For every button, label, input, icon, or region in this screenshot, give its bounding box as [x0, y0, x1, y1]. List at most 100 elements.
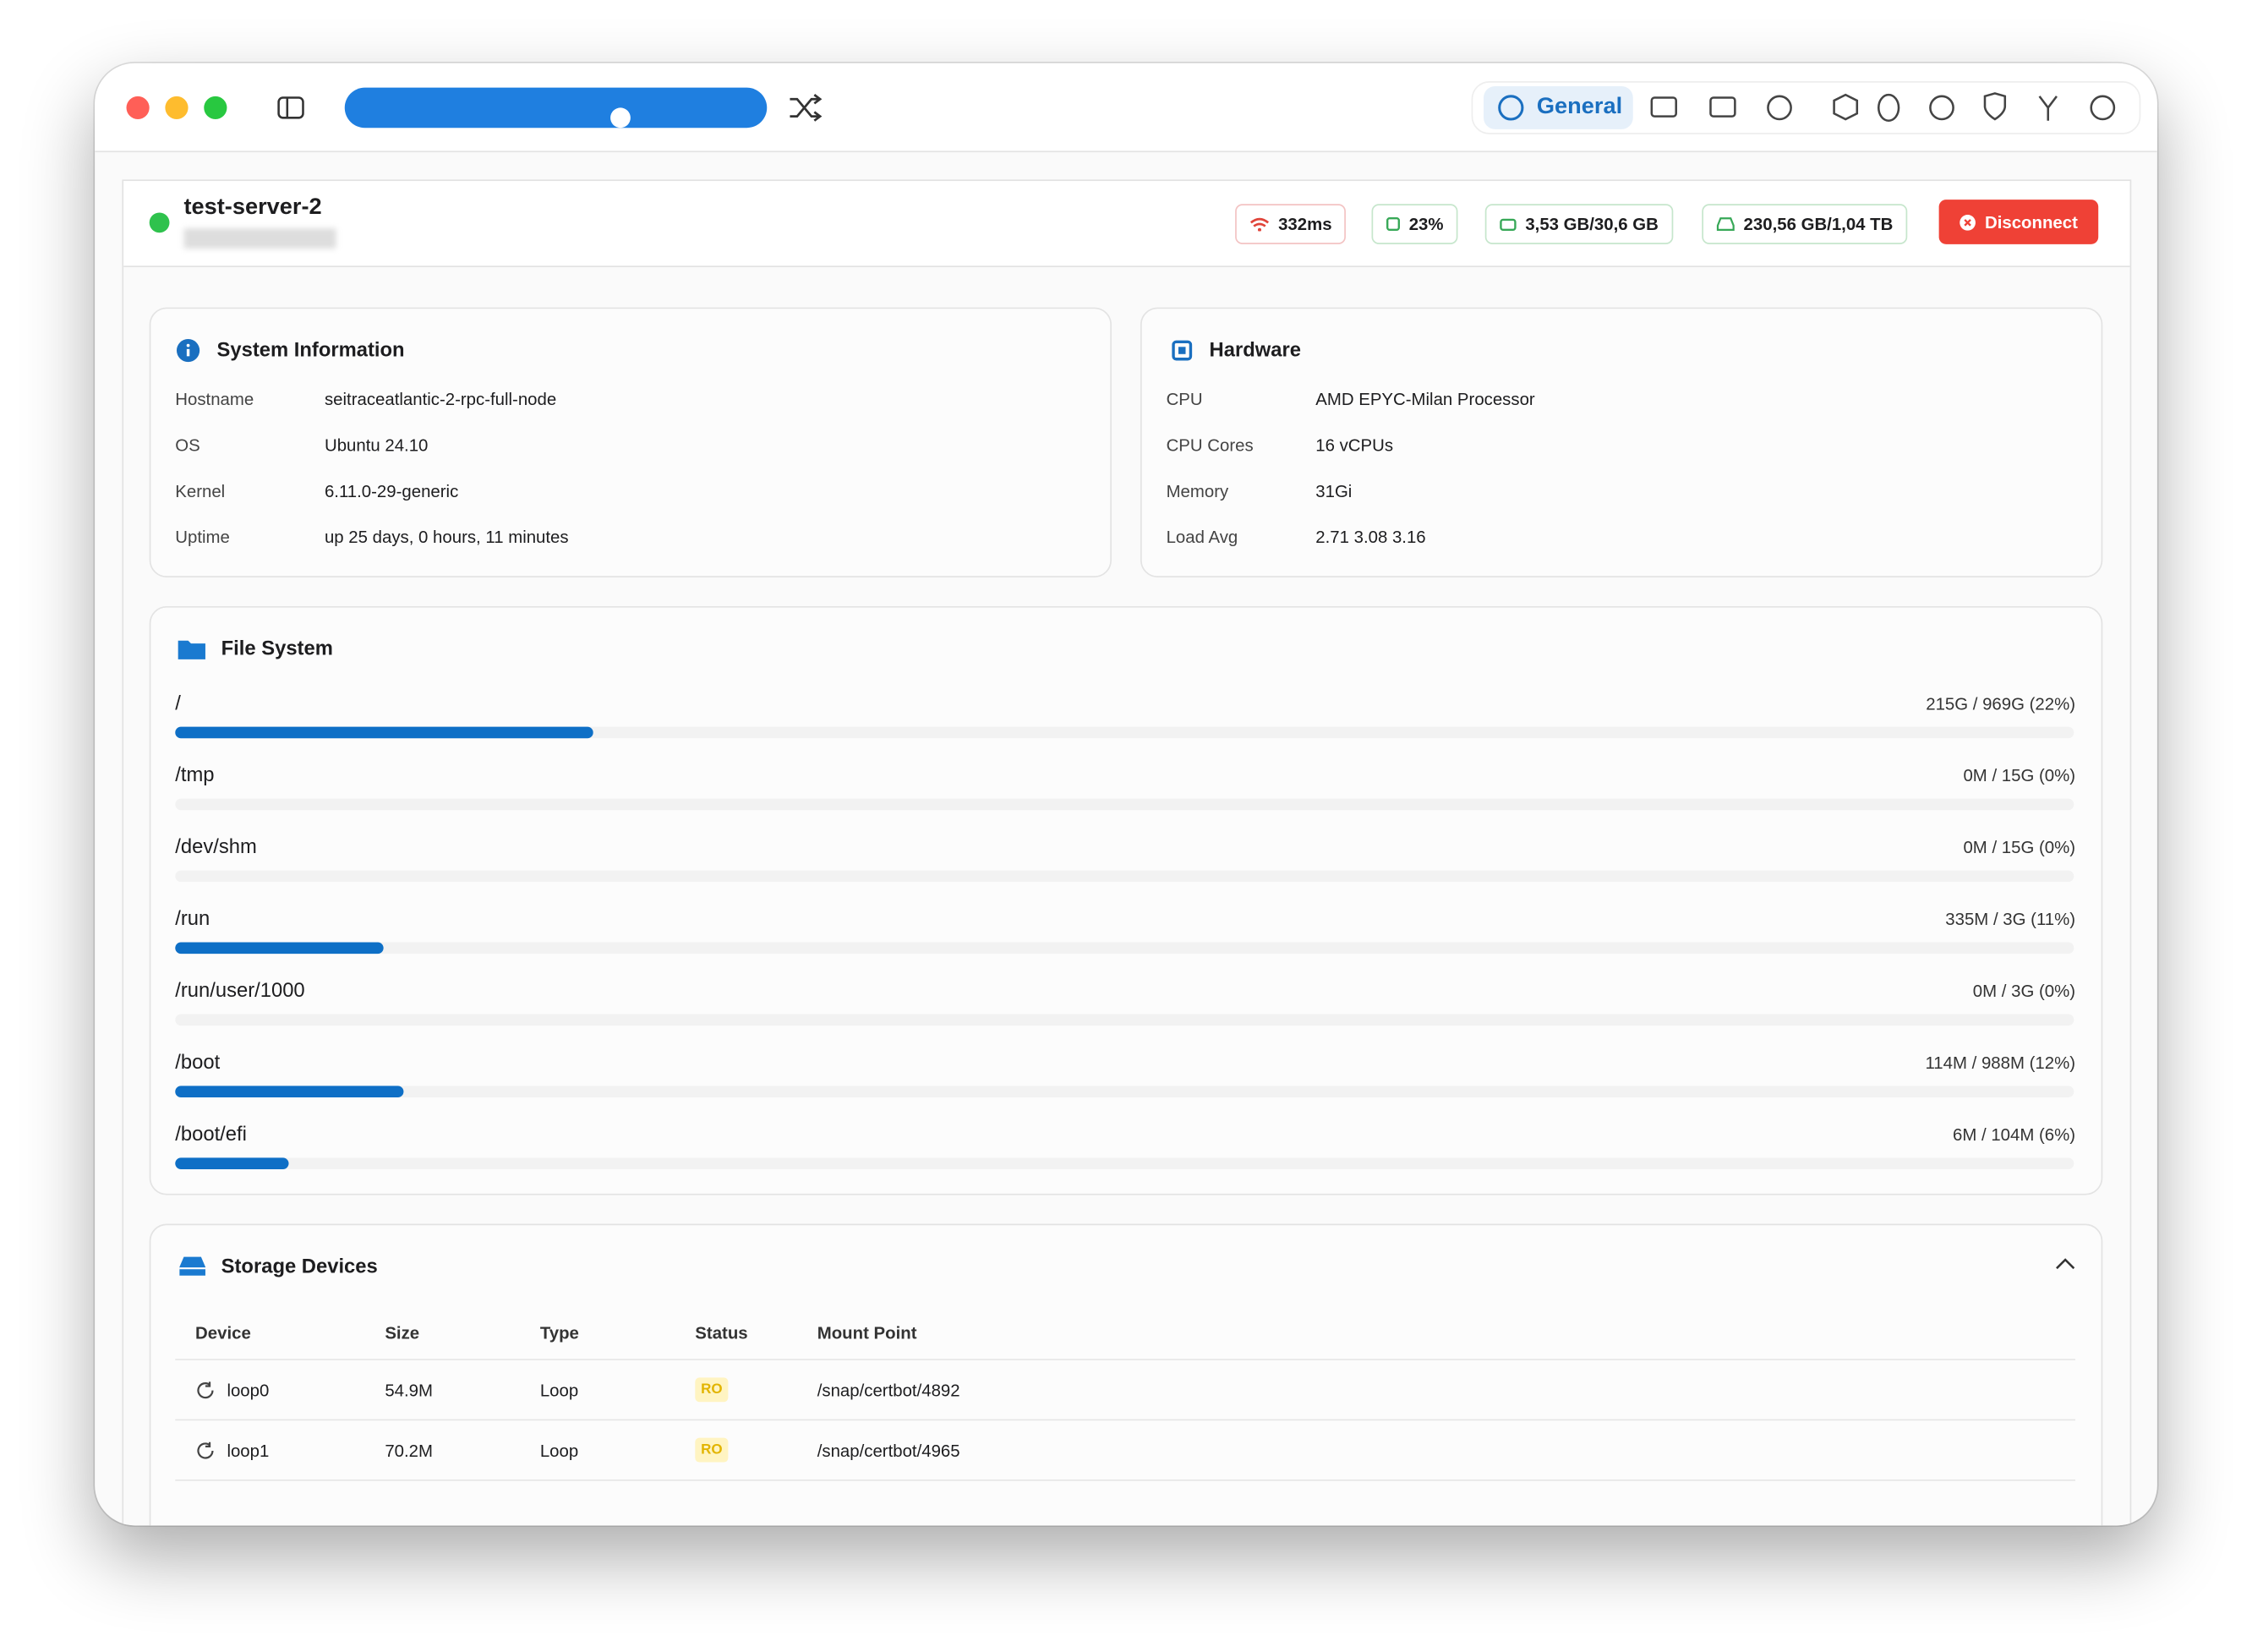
active-tab-bg [1484, 85, 1633, 129]
network-tab[interactable] [1929, 95, 1954, 121]
minimize-button[interactable] [165, 96, 189, 120]
redacted-address [183, 228, 336, 249]
usage-bar [175, 1086, 403, 1098]
disk-value: 230,56 GB/1,04 TB [1743, 214, 1894, 234]
info-value: AMD EPYC-Milan Processor [1315, 389, 1535, 410]
zoom-button[interactable] [204, 96, 227, 120]
terminal-tab[interactable] [1650, 96, 1677, 118]
info-label: Memory [1166, 481, 1229, 501]
sidebar-toggle[interactable] [277, 96, 304, 119]
info-label: Kernel [175, 481, 226, 501]
mount-usage: 0M / 15G (0%) [1963, 765, 2076, 786]
info-value: Ubuntu 24.10 [324, 435, 429, 456]
disconnect-button[interactable]: Disconnect [1938, 200, 2098, 244]
table-cell: loop0 [227, 1380, 270, 1401]
usage-track [175, 1014, 2074, 1026]
logs-tab[interactable] [2090, 95, 2116, 121]
column-header: Size [385, 1322, 420, 1343]
close-button[interactable] [126, 96, 150, 120]
usage-track [175, 1157, 2074, 1169]
file-system-card: File System / 215G / 969G (22%) /tmp 0M / 1… [149, 605, 2103, 1195]
mount-usage: 114M / 988M (12%) [1925, 1053, 2076, 1074]
row-divider [175, 1479, 2076, 1481]
info-value: 6.11.0-29-generic [324, 481, 459, 501]
column-header: Type [539, 1322, 579, 1343]
info-label: CPU Cores [1166, 435, 1254, 456]
status-badge: RO [695, 1377, 729, 1403]
column-header: Status [695, 1322, 748, 1343]
mount-path: /run [175, 906, 210, 930]
wifi-icon [1249, 217, 1270, 232]
disk-stat: 230,56 GB/1,04 TB [1702, 204, 1908, 244]
usage-bar [175, 1157, 290, 1169]
info-value: 2.71 3.08 3.16 [1315, 527, 1426, 548]
mount-path: /boot/efi [175, 1121, 247, 1146]
latency-stat: 332ms [1235, 204, 1347, 244]
security-tab[interactable] [1983, 92, 2007, 121]
usage-bar [175, 942, 385, 955]
mount-usage: 0M / 3G (0%) [1972, 981, 2076, 1002]
table-cell: Loop [539, 1380, 579, 1401]
files-tab[interactable] [1709, 96, 1736, 118]
table-cell: loop1 [227, 1441, 270, 1461]
cpu-icon [1386, 217, 1400, 232]
table-cell: /snap/certbot/4965 [817, 1441, 960, 1461]
disk-icon [1716, 217, 1735, 231]
mount-path: /boot [175, 1049, 221, 1074]
info-value: 16 vCPUs [1315, 435, 1394, 456]
git-tab[interactable] [2038, 96, 2058, 121]
drive-icon [179, 1256, 205, 1276]
card-title: Storage Devices [221, 1254, 378, 1277]
memory-stat: 3,53 GB/30,6 GB [1484, 204, 1673, 244]
progress-knob[interactable] [610, 107, 631, 129]
cpu-value: 23% [1408, 214, 1444, 234]
database-tab[interactable] [1877, 93, 1900, 122]
table-cell: Loop [539, 1441, 579, 1461]
mount-path: /dev/shm [175, 834, 257, 858]
status-dot [149, 212, 170, 233]
column-header: Device [195, 1322, 251, 1343]
usage-track [175, 870, 2074, 883]
latency-value: 332ms [1278, 214, 1332, 234]
title-bar: General [95, 63, 2157, 153]
mount-usage: 215G / 969G (22%) [1926, 693, 2076, 714]
info-label: OS [175, 435, 200, 456]
info-value: seitraceatlantic-2-rpc-full-node [324, 389, 557, 410]
server-name: test-server-2 [183, 195, 322, 220]
info-label: Load Avg [1166, 527, 1238, 548]
status-badge: RO [695, 1437, 729, 1463]
column-header: Mount Point [817, 1322, 917, 1343]
usage-track [175, 726, 2074, 739]
tab-icons [1650, 92, 2116, 122]
progress-pill [344, 87, 768, 129]
mount-path: /tmp [175, 763, 215, 786]
card-title: Hardware [1209, 337, 1301, 361]
shuffle-icon[interactable] [790, 94, 823, 122]
active-tab[interactable]: General [1536, 95, 1623, 120]
mount-usage: 6M / 104M (6%) [1953, 1124, 2076, 1146]
loop-icon [197, 1441, 214, 1459]
header-divider [175, 1359, 2076, 1360]
collapse-chevron[interactable] [2055, 1257, 2075, 1272]
memory-value: 3,53 GB/30,6 GB [1525, 214, 1659, 234]
usage-bar [175, 726, 593, 739]
usage-track [175, 1086, 2074, 1098]
mount-usage: 0M / 15G (0%) [1963, 837, 2076, 858]
general-icon [1498, 95, 1524, 121]
packages-tab[interactable] [1833, 93, 1859, 121]
disconnect-label: Disconnect [1984, 211, 2078, 232]
mount-path: / [175, 691, 181, 714]
tab-bar [1471, 80, 2141, 134]
card-title: System Information [216, 337, 405, 361]
row-divider [175, 1419, 2076, 1421]
history-tab[interactable] [1767, 95, 1792, 121]
server-header: test-server-2 332ms 23% 3,53 GB/30,6 GB … [123, 181, 2130, 268]
memory-icon [1500, 217, 1517, 231]
info-label: Uptime [175, 527, 230, 548]
storage-devices-card[interactable]: Storage Devices Device Size Type Status Moun… [149, 1223, 2103, 1526]
table-cell: 70.2M [385, 1441, 434, 1461]
loop-icon [197, 1381, 214, 1399]
system-info-card: System Information Hostname seitraceatlan… [149, 307, 1112, 577]
